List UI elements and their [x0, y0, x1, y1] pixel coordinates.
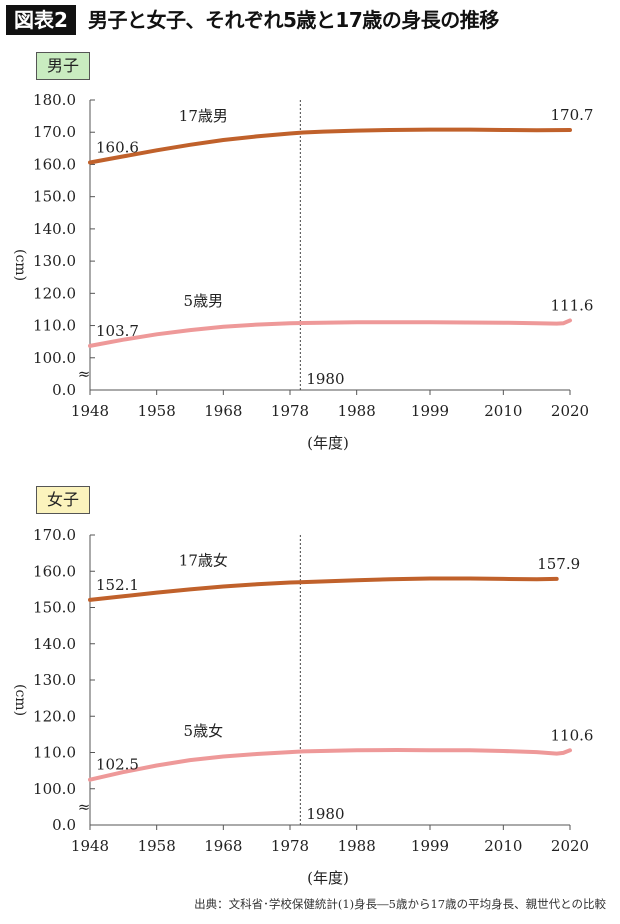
series-name-label: 5歳女	[184, 722, 224, 740]
x-tick-label: 1958	[138, 837, 176, 855]
axis-break-mark: ≈	[78, 798, 91, 816]
y-tick-label: 140.0	[33, 635, 76, 653]
x-axis-label: (年度)	[307, 434, 349, 452]
y-tick-label: 0.0	[52, 381, 76, 399]
series-end-label: 170.7	[551, 106, 594, 124]
y-tick-label: 160.0	[33, 155, 76, 173]
series-start-label: 152.1	[96, 576, 139, 594]
x-tick-label: 1968	[204, 402, 242, 420]
y-tick-label: 170.0	[33, 123, 76, 141]
x-axis-label: (年度)	[307, 869, 349, 887]
boys-height-chart: 0.0 100.0 110.0 120.0 130.0 140.0 150.0 160.0 17…	[0, 45, 620, 475]
y-axis-label: (cm)	[12, 684, 28, 716]
x-tick-label: 2010	[484, 402, 522, 420]
series-start-label: 160.6	[96, 139, 139, 157]
series-start-label: 102.5	[96, 756, 139, 774]
series-line-17歳女	[88, 576, 559, 602]
series-end-label: 110.6	[551, 726, 594, 744]
figure-header: 図表2 男子と女子、それぞれ5歳と17歳の身長の推移	[0, 0, 620, 40]
girls-height-chart: 0.0 100.0 110.0 120.0 130.0 140.0 150.0 160.0 17…	[0, 480, 620, 910]
x-tick-label: 1988	[338, 837, 376, 855]
y-tick-label: 130.0	[33, 671, 76, 689]
x-tick-label: 2010	[484, 837, 522, 855]
x-tick-label: 1958	[138, 402, 176, 420]
y-axis-label: (cm)	[12, 249, 28, 281]
x-tick-label: 2020	[551, 837, 589, 855]
y-tick-label: 120.0	[33, 707, 76, 725]
series-name-label: 17歳男	[179, 107, 228, 125]
series-end-label: 157.9	[537, 555, 580, 573]
y-tick-label: 160.0	[33, 562, 76, 580]
axis-break-mark: ≈	[78, 365, 91, 383]
series-name-label: 17歳女	[179, 551, 228, 569]
series-line-17歳男	[88, 127, 572, 165]
x-tick-label: 1999	[411, 837, 449, 855]
x-tick-label: 1988	[338, 402, 376, 420]
figure-label: 図表2	[6, 5, 76, 35]
y-tick-label: 100.0	[33, 780, 76, 798]
y-tick-label: 110.0	[33, 317, 76, 335]
series-line-5歳女	[88, 748, 572, 782]
boys-panel-badge: 男子	[36, 52, 91, 80]
y-tick-label: 110.0	[33, 744, 76, 762]
y-tick-label: 150.0	[33, 188, 76, 206]
x-tick-label: 1948	[71, 837, 109, 855]
series-end-label: 111.6	[551, 296, 594, 314]
reference-line-label: 1980	[306, 805, 344, 823]
boys-chart-svg: 0.0 100.0 110.0 120.0 130.0 140.0 150.0 160.0 17…	[12, 91, 594, 452]
y-tick-label: 130.0	[33, 252, 76, 270]
figure-title: 男子と女子、それぞれ5歳と17歳の身長の推移	[88, 8, 499, 32]
girls-chart-svg: 0.0 100.0 110.0 120.0 130.0 140.0 150.0 160.0 17…	[12, 526, 594, 887]
series-start-label: 103.7	[96, 322, 139, 340]
x-tick-label: 1999	[411, 402, 449, 420]
y-tick-label: 180.0	[33, 91, 76, 109]
x-tick-label: 1948	[71, 402, 109, 420]
x-tick-label: 1978	[271, 402, 309, 420]
reference-line-label: 1980	[306, 370, 344, 388]
y-tick-label: 140.0	[33, 220, 76, 238]
y-tick-label: 120.0	[33, 284, 76, 302]
x-tick-label: 1978	[271, 837, 309, 855]
girls-panel-badge: 女子	[36, 486, 91, 514]
series-line-5歳男	[88, 318, 572, 348]
x-tick-label: 1968	[204, 837, 242, 855]
y-tick-label: 170.0	[33, 526, 76, 544]
y-tick-label: 150.0	[33, 599, 76, 617]
x-tick-label: 2020	[551, 402, 589, 420]
source-note: 出典：文科省･学校保健統計(1)身長―5歳から17歳の平均身長、親世代との比較	[194, 897, 606, 911]
y-tick-label: 0.0	[52, 816, 76, 834]
series-name-label: 5歳男	[184, 292, 224, 310]
y-tick-label: 100.0	[33, 349, 76, 367]
